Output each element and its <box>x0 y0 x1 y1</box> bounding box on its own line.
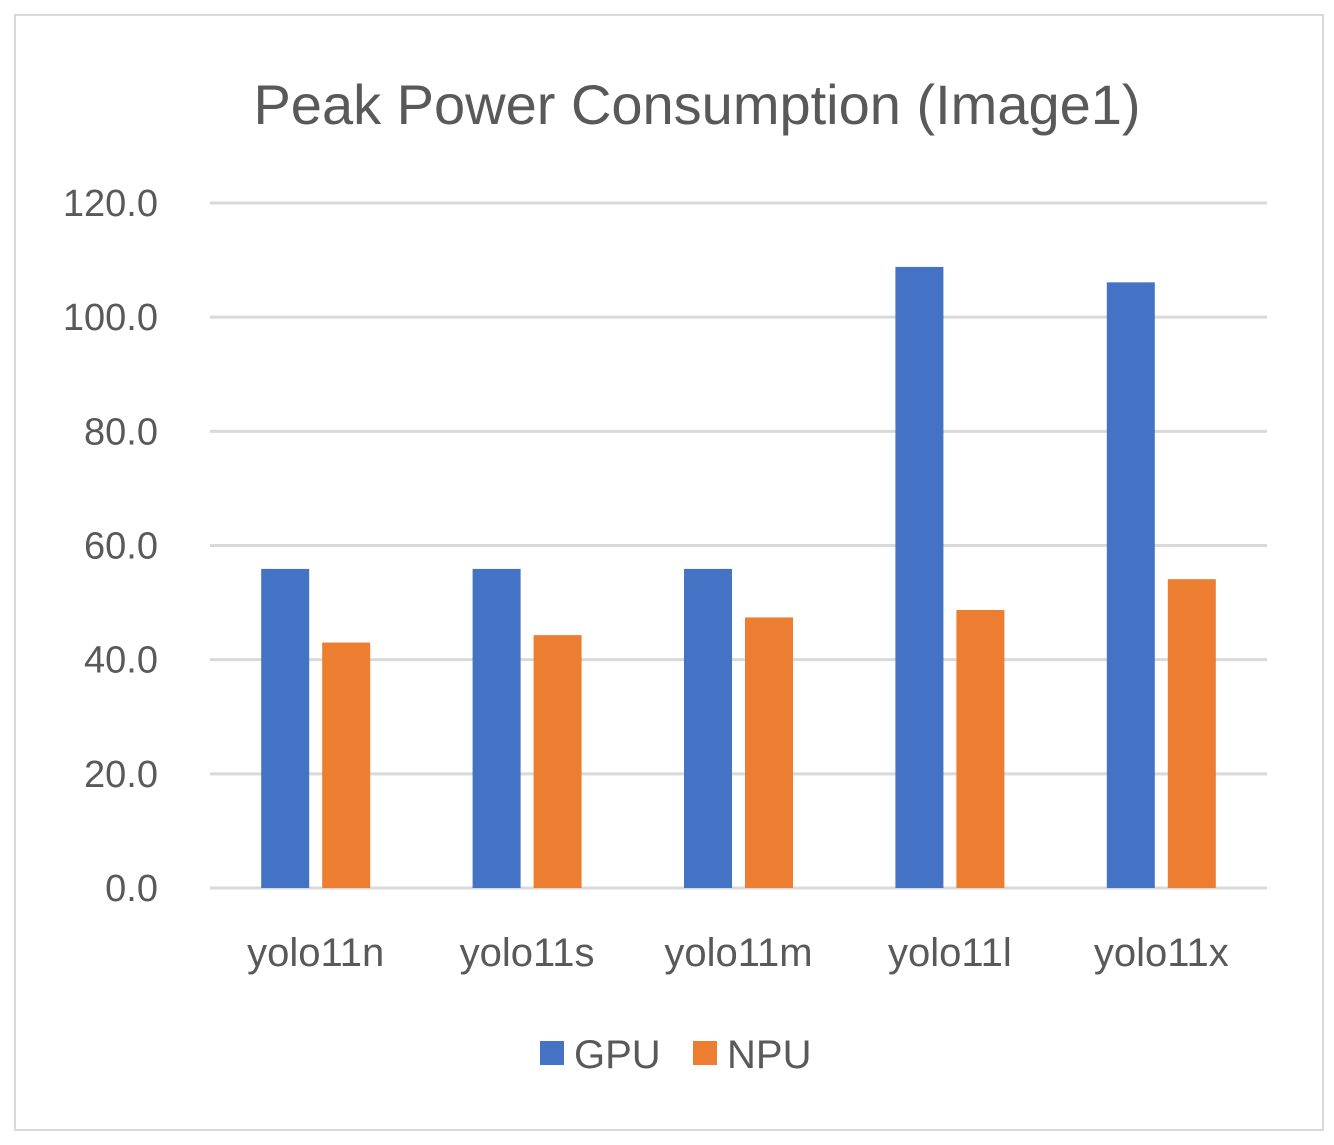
y-tick-label: 80.0 <box>84 411 158 453</box>
legend-swatch-gpu <box>540 1041 564 1065</box>
bar-npu-yolo11s <box>533 635 582 888</box>
x-tick-label: yolo11l <box>888 931 1012 975</box>
bar-gpu-yolo11l <box>895 266 944 888</box>
bar-gpu-yolo11x <box>1106 282 1155 888</box>
y-tick-label: 120.0 <box>63 183 158 225</box>
bars <box>261 266 1216 888</box>
chart-title: Peak Power Consumption (Image1) <box>253 73 1140 136</box>
bar-gpu-yolo11m <box>684 568 732 888</box>
y-tick-label: 60.0 <box>84 526 158 568</box>
y-tick-label: 100.0 <box>63 297 158 339</box>
y-tick-label: 0.0 <box>105 868 158 910</box>
legend-swatch-npu <box>693 1041 717 1065</box>
legend-label-npu: NPU <box>727 1033 811 1077</box>
x-tick-label: yolo11x <box>1094 931 1229 975</box>
bar-npu-yolo11n <box>322 642 371 888</box>
bar-gpu-yolo11n <box>261 568 310 888</box>
y-tick-label: 20.0 <box>84 754 158 796</box>
x-tick-label: yolo11s <box>460 931 595 975</box>
gridlines <box>210 201 1267 890</box>
bar-npu-yolo11l <box>956 610 1005 888</box>
y-tick-label: 40.0 <box>84 640 158 682</box>
chart-frame <box>14 14 1324 1131</box>
bar-gpu-yolo11s <box>472 568 521 888</box>
x-tick-label: yolo11n <box>247 931 384 975</box>
y-axis-tick-labels: 0.0 20.0 40.0 60.0 80.0 100.0 120.0 <box>63 183 158 910</box>
bar-npu-yolo11x <box>1167 579 1216 888</box>
bar-npu-yolo11m <box>745 617 793 888</box>
legend: GPU NPU <box>540 1033 811 1077</box>
x-tick-label: yolo11m <box>664 931 812 975</box>
legend-label-gpu: GPU <box>574 1033 661 1077</box>
x-axis-category-labels: yolo11n yolo11s yolo11m yolo11l yolo11x <box>247 931 1229 975</box>
